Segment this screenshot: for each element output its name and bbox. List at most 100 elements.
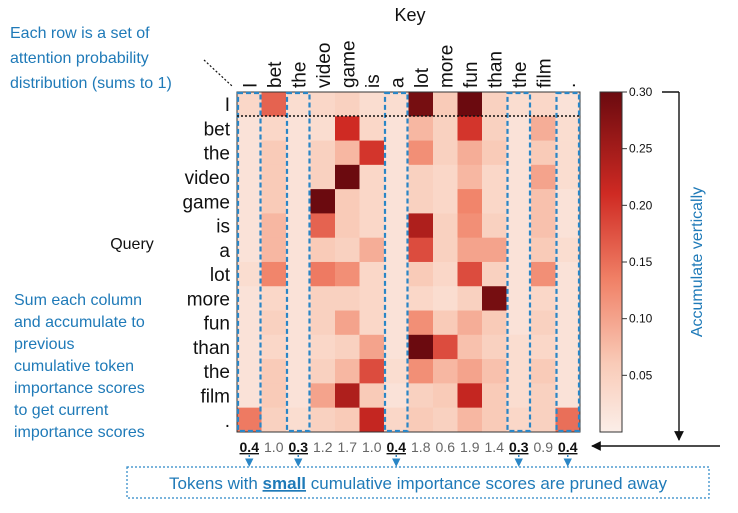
heatmap-cell bbox=[457, 237, 483, 263]
heatmap-cell bbox=[457, 116, 483, 141]
heatmap-cell bbox=[384, 407, 409, 433]
heatmap-cell bbox=[506, 189, 532, 214]
heatmap-cell bbox=[359, 310, 385, 336]
heatmap-cell bbox=[482, 334, 507, 360]
heatmap-cell bbox=[506, 116, 532, 141]
heatmap-cell bbox=[408, 286, 434, 311]
colorbar-tick-label: 0.15 bbox=[629, 255, 653, 269]
query-token-label: the bbox=[204, 362, 230, 383]
heatmap-cell bbox=[384, 164, 409, 190]
heatmap-cell bbox=[335, 116, 360, 141]
heatmap-cell bbox=[506, 237, 532, 263]
heatmap-cell bbox=[555, 286, 581, 311]
heatmap-cell bbox=[286, 92, 311, 117]
column-score: 1.4 bbox=[485, 439, 505, 455]
heatmap-cell bbox=[555, 140, 581, 166]
heatmap-cell bbox=[310, 359, 336, 384]
heatmap-cell bbox=[506, 140, 532, 166]
heatmap-cell bbox=[531, 261, 556, 287]
pruned-column-box bbox=[383, 91, 409, 433]
pruning-note-emph: small bbox=[263, 474, 306, 493]
colorbar-tick-label: 0.20 bbox=[629, 198, 653, 212]
heatmap-cell bbox=[506, 310, 532, 336]
heatmap-cell bbox=[261, 261, 287, 287]
heatmap-cell bbox=[261, 213, 287, 239]
query-token-label: game bbox=[182, 192, 230, 213]
query-token-label: video bbox=[185, 168, 230, 189]
key-token-label: is bbox=[363, 74, 384, 88]
heatmap-cell bbox=[237, 334, 262, 360]
heatmap-cell bbox=[433, 383, 458, 409]
pruned-column-box bbox=[236, 91, 262, 433]
heatmap-cell bbox=[359, 189, 385, 214]
heatmap-cell bbox=[408, 261, 434, 287]
column-score: 0.9 bbox=[534, 439, 554, 455]
heatmap-cell bbox=[531, 286, 556, 311]
column-score: 0.3 bbox=[509, 439, 529, 455]
heatmap-cell bbox=[506, 359, 532, 384]
heatmap-cell bbox=[433, 213, 458, 239]
heatmap-cell bbox=[261, 164, 287, 190]
heatmap-cell bbox=[310, 164, 336, 190]
heatmap-cell bbox=[237, 92, 262, 117]
heatmap-cell bbox=[237, 189, 262, 214]
key-token-label: the bbox=[289, 62, 310, 88]
pruning-note-box bbox=[126, 466, 710, 499]
key-token-label: I bbox=[240, 83, 261, 88]
top-note-line: distribution (sums to 1) bbox=[10, 75, 172, 92]
column-score: 1.8 bbox=[411, 439, 431, 455]
heatmap-cell bbox=[506, 261, 532, 287]
heatmap-cell bbox=[261, 359, 287, 384]
key-token-label: than bbox=[485, 51, 506, 88]
query-token-label: more bbox=[187, 289, 230, 310]
heatmap-cell bbox=[335, 213, 360, 239]
heatmap-cell bbox=[408, 116, 434, 141]
heatmap-cell bbox=[482, 310, 507, 336]
key-token-label: video bbox=[314, 43, 335, 88]
heatmap-cell bbox=[359, 407, 385, 433]
query-token-label: fun bbox=[204, 314, 230, 335]
heatmap-cell bbox=[261, 383, 287, 409]
pruning-note-post: cumulative importance scores are pruned … bbox=[306, 474, 667, 493]
heatmap-cell bbox=[359, 116, 385, 141]
query-token-label: lot bbox=[210, 265, 231, 286]
heatmap-cell bbox=[482, 164, 507, 190]
heatmap-cell bbox=[261, 116, 287, 141]
heatmap-cell bbox=[384, 92, 409, 117]
colorbar bbox=[599, 91, 623, 433]
heatmap-cell bbox=[286, 213, 311, 239]
heatmap-cell bbox=[237, 407, 262, 433]
heatmap-cell bbox=[286, 407, 311, 433]
heatmap-cell bbox=[457, 164, 483, 190]
top-note-pointer bbox=[203, 59, 233, 87]
column-importance-scores: 0.4 1.0 0.3 1.2 1.7 1.0 0.4 1.8 0.6 1.9 1.4 0.3 0.9 0… bbox=[240, 439, 578, 455]
heatmap-cell bbox=[310, 383, 336, 409]
heatmap-cell bbox=[310, 334, 336, 360]
heatmap-cell bbox=[384, 286, 409, 311]
heatmap-cell bbox=[457, 310, 483, 336]
heatmap-cell bbox=[384, 261, 409, 287]
heatmap-cell bbox=[555, 189, 581, 214]
heatmap-cell bbox=[482, 383, 507, 409]
heatmap-cell bbox=[482, 237, 507, 263]
heatmap-cell bbox=[531, 407, 556, 433]
heatmap-cell bbox=[408, 213, 434, 239]
heatmap-cell bbox=[384, 383, 409, 409]
pruning-note: Tokens with small cumulative importance … bbox=[169, 474, 667, 493]
heatmap-cell bbox=[359, 359, 385, 384]
query-token-label: is bbox=[216, 217, 230, 238]
heatmap-cell bbox=[335, 164, 360, 190]
colorbar-tick-label: 0.25 bbox=[629, 142, 653, 156]
heatmap-cell bbox=[237, 164, 262, 190]
heatmap-cell bbox=[261, 334, 287, 360]
key-token-label: game bbox=[338, 40, 359, 88]
heatmap-cell bbox=[310, 261, 336, 287]
heatmap-cell bbox=[335, 189, 360, 214]
heatmap-cell bbox=[531, 383, 556, 409]
heatmap-cell bbox=[335, 92, 360, 117]
heatmap-cell bbox=[408, 334, 434, 360]
key-token-label: lot bbox=[412, 67, 433, 88]
heatmap-cell bbox=[433, 407, 458, 433]
heatmap-cell bbox=[457, 407, 483, 433]
heatmap-cell bbox=[531, 140, 556, 166]
